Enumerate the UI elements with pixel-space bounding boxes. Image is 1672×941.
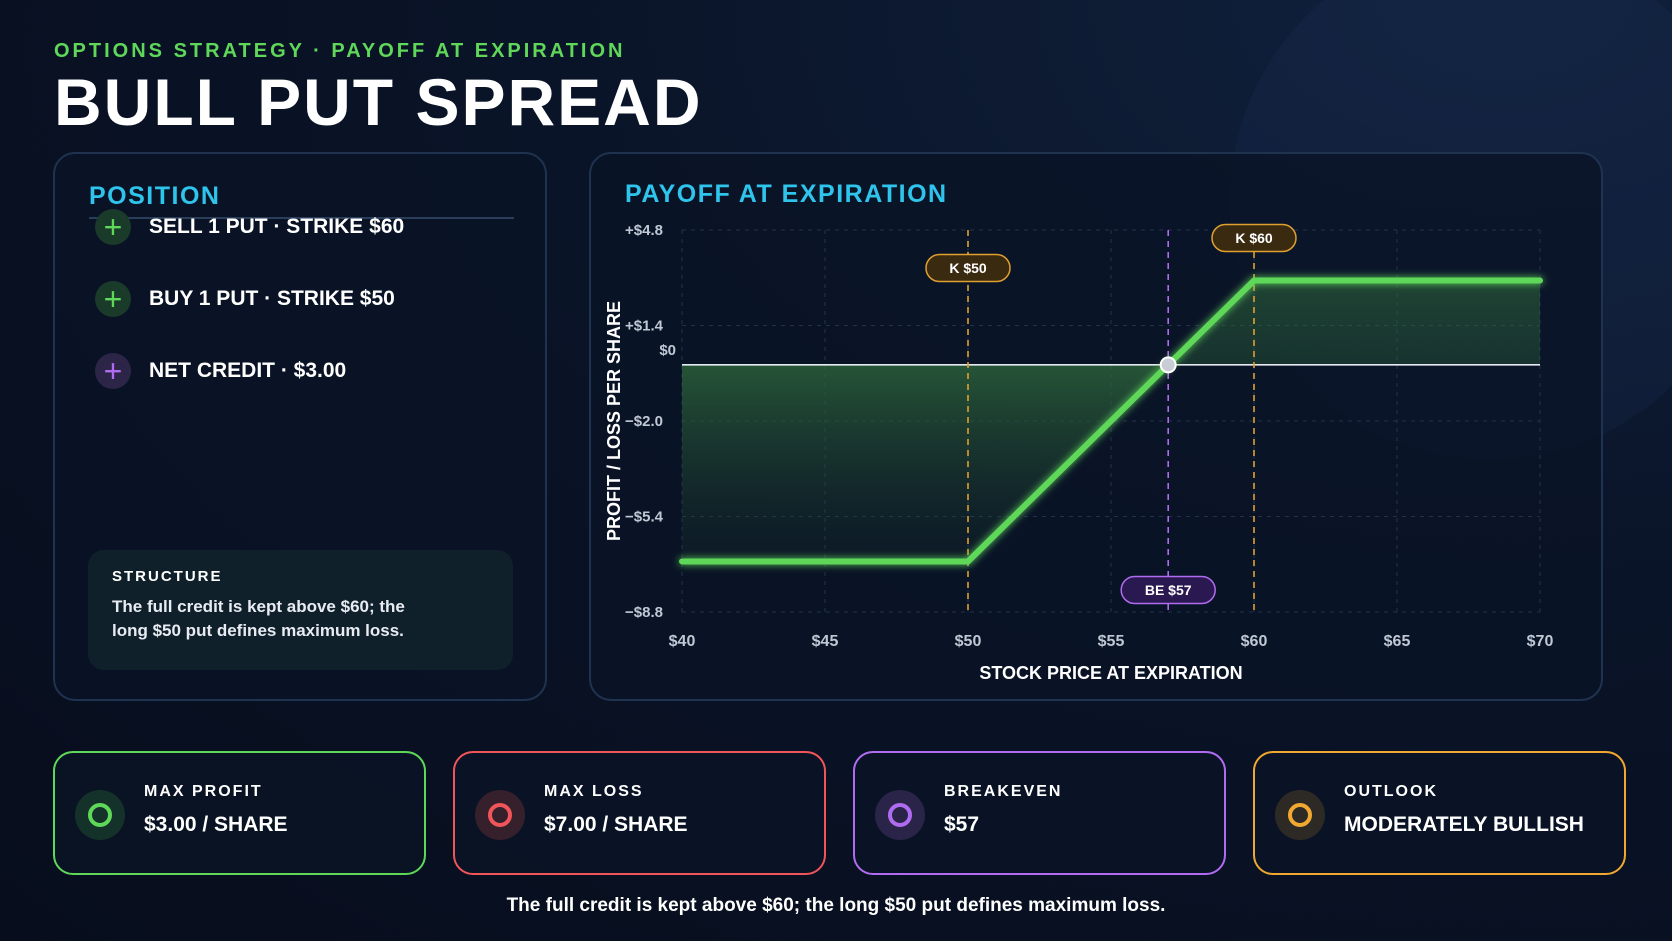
stat-label: BREAKEVEN: [944, 783, 1063, 800]
stat-card-max-profit: MAX PROFIT $3.00 / SHARE: [53, 751, 426, 875]
stat-value: $57: [944, 813, 980, 836]
y-tick-label: +$4.8: [625, 222, 663, 239]
x-axis-label: STOCK PRICE AT EXPIRATION: [979, 663, 1242, 683]
y-tick-label: −$8.8: [625, 604, 663, 621]
eyebrow: OPTIONS STRATEGY · PAYOFF AT EXPIRATION: [54, 40, 626, 62]
loss-area: [682, 364, 1169, 562]
marker-pill: [925, 253, 1011, 283]
y-tick-label: −$5.4: [625, 509, 664, 526]
stat-icon-wrap: [75, 790, 125, 840]
stat-label: MAX PROFIT: [144, 783, 263, 800]
y-tick-label: +$1.4: [625, 318, 664, 335]
leg-label: NET CREDIT · $3.00: [149, 359, 347, 382]
marker-label: BE $57: [1145, 582, 1192, 598]
stat-icon-wrap: [475, 790, 525, 840]
circle-icon: [88, 803, 112, 827]
x-tick-label: $65: [1384, 633, 1411, 650]
position-heading: POSITION: [89, 182, 221, 210]
leg-sell-put: + SELL 1 PUT · STRIKE $60: [95, 209, 515, 249]
page-title: BULL PUT SPREAD: [54, 65, 703, 139]
stat-label: OUTLOOK: [1344, 783, 1438, 800]
x-tick-label: $40: [669, 633, 696, 650]
zero-label: $0: [659, 342, 676, 359]
stat-card-breakeven: BREAKEVEN $57: [853, 751, 1226, 875]
leg-net-credit: + NET CREDIT · $3.00: [95, 353, 515, 393]
y-axis-label: PROFIT / LOSS PER SHARE: [604, 301, 624, 541]
leg-label: BUY 1 PUT · STRIKE $50: [149, 287, 395, 310]
footer-note: The full credit is kept above $60; the l…: [506, 895, 1166, 916]
stat-value: $3.00 / SHARE: [144, 813, 288, 836]
payoff-line: [679, 277, 1543, 565]
x-tick-label: $70: [1527, 633, 1554, 650]
profit-area: [1168, 280, 1540, 365]
x-tick-label: $45: [812, 633, 839, 650]
plus-icon: +: [95, 353, 131, 389]
leg-label: SELL 1 PUT · STRIKE $60: [149, 215, 405, 238]
plus-icon: +: [95, 281, 131, 317]
y-tick-label: −$2.0: [625, 413, 663, 430]
stat-icon-wrap: [875, 790, 925, 840]
x-tick-label: $55: [1098, 633, 1125, 650]
position-panel: POSITION + SELL 1 PUT · STRIKE $60 + BUY…: [53, 152, 547, 701]
plus-icon: +: [95, 209, 131, 245]
structure-box: STRUCTURE The full credit is kept above …: [88, 550, 513, 670]
circle-icon: [488, 803, 512, 827]
marker-label: K $60: [1235, 230, 1273, 246]
breakeven-point: [1159, 356, 1177, 374]
stat-icon-wrap: [1275, 790, 1325, 840]
structure-text: The full credit is kept above $60; the l…: [112, 597, 405, 640]
stat-card-max-loss: MAX LOSS $7.00 / SHARE: [453, 751, 826, 875]
stat-value: $7.00 / SHARE: [544, 813, 688, 836]
x-tick-label: $60: [1241, 633, 1268, 650]
marker-pill: [1120, 575, 1216, 605]
circle-icon: [1288, 803, 1312, 827]
leg-buy-put: + BUY 1 PUT · STRIKE $50: [95, 281, 515, 321]
structure-title: STRUCTURE: [112, 568, 223, 585]
chart-heading: PAYOFF AT EXPIRATION: [625, 180, 948, 208]
position-divider: [89, 217, 514, 219]
stat-label: MAX LOSS: [544, 783, 644, 800]
stat-card-outlook: OUTLOOK MODERATELY BULLISH: [1253, 751, 1626, 875]
x-tick-label: $50: [955, 633, 982, 650]
marker-label: K $50: [949, 260, 987, 276]
circle-icon: [888, 803, 912, 827]
marker-pill: [1211, 223, 1297, 253]
stat-value: MODERATELY BULLISH: [1344, 813, 1584, 836]
